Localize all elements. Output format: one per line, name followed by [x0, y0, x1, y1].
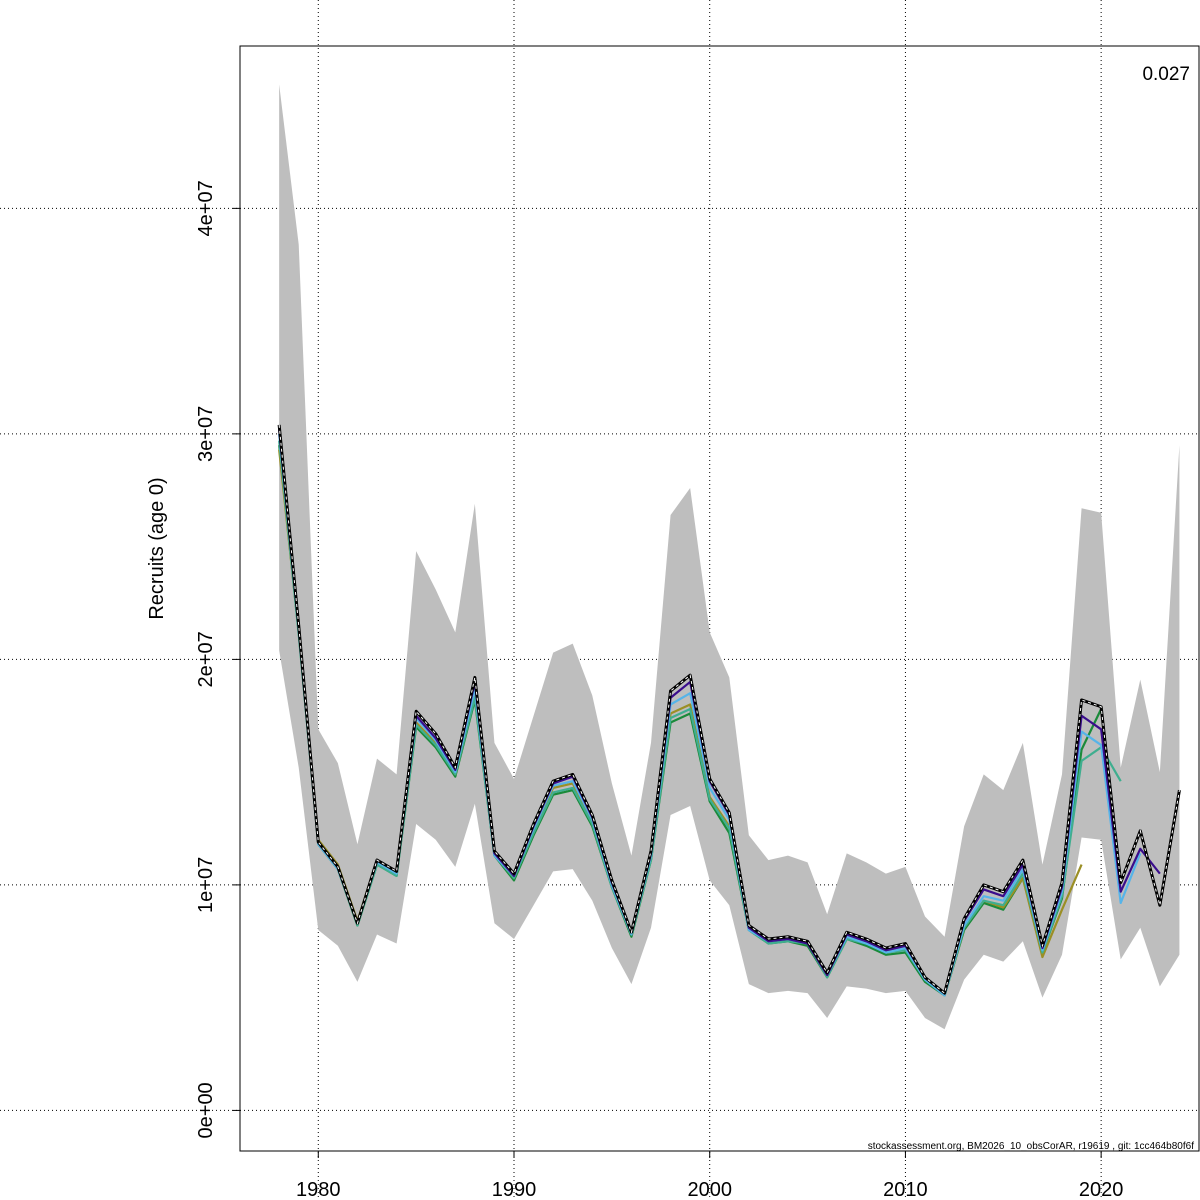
x-tick-label-2000: 2000 — [687, 1179, 732, 1200]
rho-annotation: 0.027 — [1142, 64, 1190, 85]
series-line-main-dash — [278, 424, 1180, 995]
footer-credit: stockassessment.org, BM2026_10_obsCorAR,… — [868, 1141, 1195, 1152]
series-layer — [277, 424, 1181, 997]
y-tick-label-2e+07: 2e+07 — [195, 631, 217, 687]
series-line-peel3 — [278, 440, 1122, 997]
y-tick-label-3e+07: 3e+07 — [195, 406, 217, 462]
axis-layer: 1980 1990 2000 2010 2020 0e+00 1e+07 2e+07 3e+07… — [195, 180, 1123, 1200]
y-axis-label: Recruits (age 0) — [146, 477, 168, 619]
confidence-band — [279, 84, 1180, 1030]
y-tick-label-1e+07: 1e+07 — [195, 857, 217, 913]
y-tick-label-4e+07: 4e+07 — [195, 180, 217, 236]
x-tick-label-1990: 1990 — [492, 1179, 537, 1200]
plot-frame — [239, 45, 1200, 1152]
confidence-band-layer — [279, 84, 1180, 1030]
y-tick-label-0e+00: 0e+00 — [195, 1082, 217, 1138]
x-tick-label-1980: 1980 — [296, 1179, 341, 1200]
x-tick-label-2020: 2020 — [1079, 1179, 1124, 1200]
series-line-peel2 — [278, 433, 1142, 997]
x-tick-label-2010: 2010 — [883, 1179, 928, 1200]
